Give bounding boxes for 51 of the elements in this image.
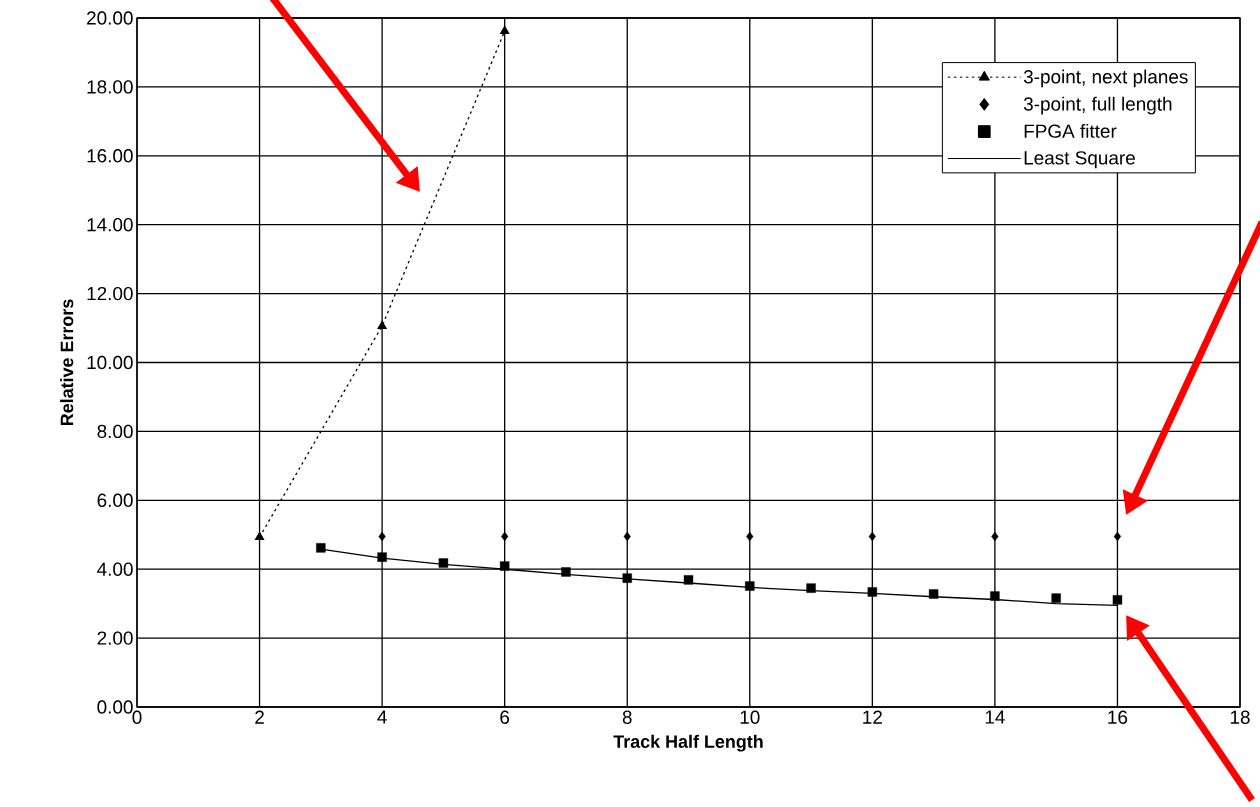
point (683, 575, 694, 585)
y-tick-label: 4.00 (97, 562, 133, 576)
point (561, 567, 571, 577)
point (501, 531, 509, 542)
point (378, 531, 386, 542)
y-tick-label: 10.00 (87, 355, 133, 370)
point (990, 591, 1000, 601)
legend-label: 3-point, next planes (1023, 69, 1188, 88)
point (1051, 593, 1061, 603)
x-tick-label: 10 (740, 710, 760, 724)
point (622, 573, 632, 583)
y-tick-label: 20.00 (87, 11, 133, 25)
legend-label: 3-point, full length (1023, 96, 1172, 115)
point (500, 25, 510, 34)
x-tick-label: 8 (622, 710, 632, 724)
point (377, 552, 387, 562)
y-tick-label: 16.00 (87, 149, 133, 163)
point (499, 561, 510, 571)
point (806, 583, 816, 593)
legend-label: Least Square (1024, 151, 1135, 169)
point (438, 558, 449, 568)
x-tick-label: 16 (1108, 710, 1128, 724)
point (867, 587, 878, 597)
point (868, 531, 876, 542)
point (928, 589, 939, 599)
x-tick-label: 18 (1230, 710, 1250, 724)
x-tick-label: 2 (255, 710, 264, 724)
y-tick-label: 0.00 (97, 700, 133, 714)
y-tick-label: 18.00 (87, 80, 133, 94)
y-tick-label: 6.00 (97, 493, 133, 507)
point (316, 543, 326, 553)
point (1113, 531, 1122, 542)
point (991, 531, 999, 542)
point (1112, 595, 1123, 605)
point (255, 532, 265, 541)
y-tick-label: 12.00 (87, 286, 133, 301)
point (623, 531, 631, 542)
legend-label: FPGA fitter (1024, 123, 1117, 138)
x-tick-label: 4 (377, 710, 387, 724)
x-tick-label: 12 (863, 710, 882, 724)
y-tick-label: 2.00 (97, 631, 133, 645)
x-tick-label: 6 (500, 710, 510, 724)
y-tick-label: 14.00 (87, 217, 133, 232)
point (377, 320, 387, 329)
point (746, 531, 754, 542)
x-tick-label: 0 (132, 710, 142, 724)
x-axis-title: Track Half Length (613, 734, 763, 752)
y-axis-title: Relative Errors (60, 299, 74, 426)
x-tick-label: 14 (985, 710, 1005, 724)
point (745, 581, 755, 591)
y-tick-label: 8.00 (97, 424, 133, 439)
